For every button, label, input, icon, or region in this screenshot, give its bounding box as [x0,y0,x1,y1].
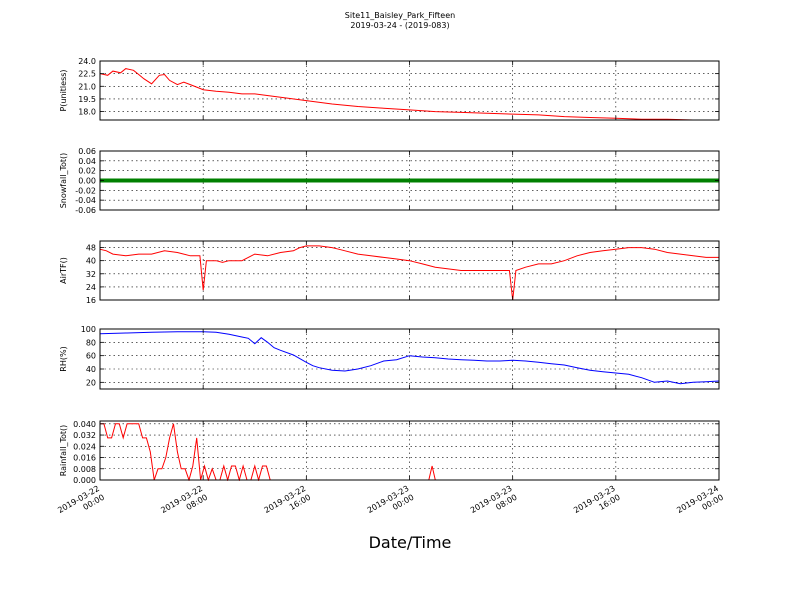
x-tick-label: 2019-03-2400:00 [675,484,725,524]
y-tick-label: 24 [86,283,96,292]
y-axis-label: AirTF() [59,257,68,284]
y-tick-label: 80 [86,338,96,347]
x-tick-label: 2019-03-2216:00 [263,484,313,524]
y-tick-label: 0.00 [78,177,96,186]
y-tick-label: 0.04 [78,157,96,166]
y-tick-label: 0.032 [73,431,96,440]
y-tick-label: 0.024 [73,442,96,451]
y-tick-label: 20 [86,378,96,387]
x-tick-label: 2019-03-2308:00 [469,484,519,524]
y-tick-label: 24.0 [78,57,96,66]
x-axis-label: Date/Time [368,533,452,552]
y-tick-label: 60 [86,352,96,361]
y-axis-label: RH(%) [59,346,68,371]
x-tick-label: 2019-03-2316:00 [572,484,622,524]
y-tick-label: 0.016 [73,454,96,463]
y-tick-label: -0.06 [75,206,96,215]
y-tick-label: 48 [86,244,96,253]
y-tick-label: -0.04 [75,196,96,205]
y-tick-label: 32 [86,270,96,279]
y-tick-label: 21.0 [78,82,96,91]
chart-subtitle: 2019-03-24 - (2019-083) [350,21,450,30]
y-tick-label: -0.02 [75,186,96,195]
x-tick-label: 2019-03-2208:00 [159,484,209,524]
y-axis-label: Snowfall_Tot() [59,153,68,209]
series-line [100,68,719,121]
series-line [100,245,719,301]
y-tick-label: 16 [86,296,96,305]
y-tick-label: 40 [86,365,96,374]
y-tick-label: 19.5 [78,95,96,104]
y-tick-label: 40 [86,257,96,266]
chart-title: Site11_Baisley_Park_Fifteen [344,11,456,20]
y-axis-label: Rainfall_Tot() [59,425,68,477]
y-tick-label: 0.02 [78,167,96,176]
y-tick-label: 100 [81,325,96,334]
y-tick-label: 18.0 [78,108,96,117]
y-tick-label: 0.040 [73,420,96,429]
y-tick-label: 0.06 [78,147,96,156]
y-tick-label: 22.5 [78,70,96,79]
series-line [100,331,719,385]
x-tick-label: 2019-03-2300:00 [366,484,416,524]
x-tick-label: 2019-03-2200:00 [56,484,106,524]
y-tick-label: 0.000 [73,476,96,485]
y-axis-label: P(unitless) [59,69,68,111]
y-tick-label: 0.008 [73,465,96,474]
